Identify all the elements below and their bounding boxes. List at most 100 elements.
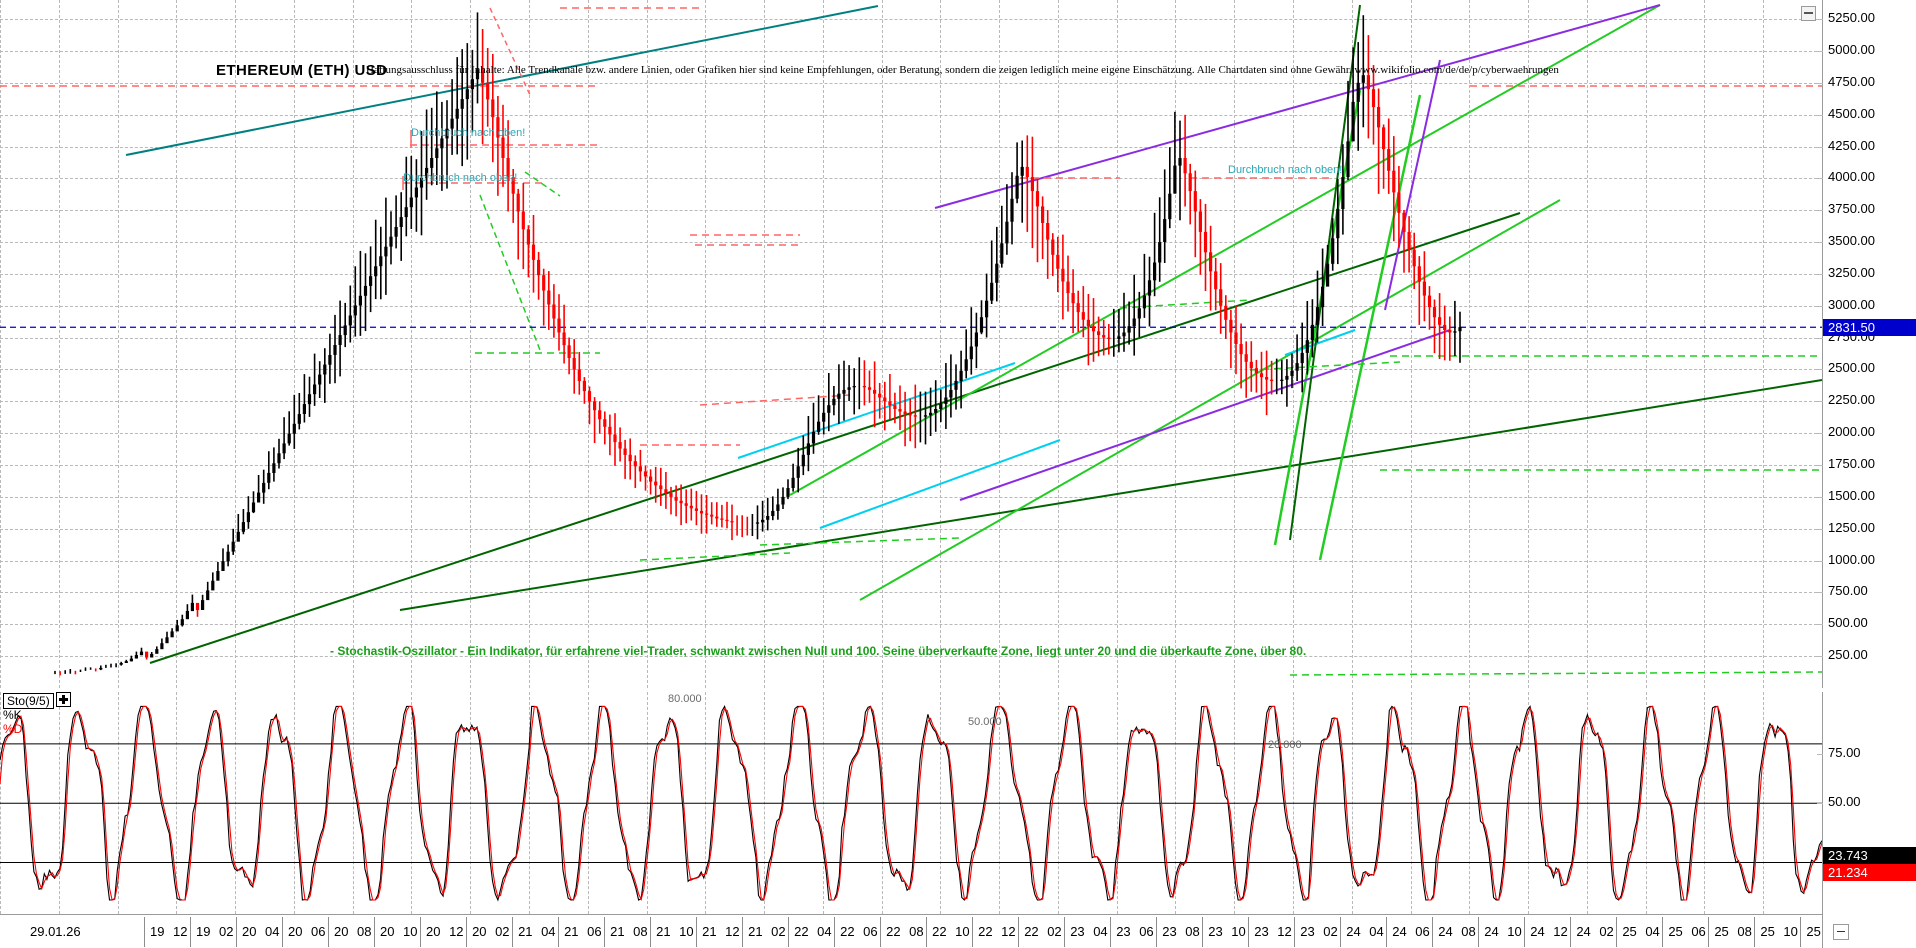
candle-body <box>486 82 490 100</box>
candle-body <box>1427 295 1432 308</box>
candle-body <box>1392 170 1396 193</box>
candle-body <box>964 359 968 371</box>
candle-body <box>699 510 704 514</box>
time-axis-label: 24 <box>1484 924 1499 939</box>
candle-body <box>1147 280 1152 296</box>
stochastic-axis-tick <box>1817 753 1823 755</box>
candle-body <box>547 290 551 305</box>
candle-body <box>628 454 632 462</box>
candle-body <box>1249 361 1253 369</box>
indicator-legend[interactable]: Sto(9/5) <box>3 692 71 710</box>
price-chart-pane[interactable]: ETHEREUM (ETH) USD Haftungsausschluss fü… <box>0 0 1823 688</box>
price-axis-tick <box>1817 114 1823 116</box>
time-axis-label: 21 <box>656 924 671 939</box>
candle-body <box>470 79 474 90</box>
candle-body <box>1015 175 1019 199</box>
support-green-8 <box>1289 671 1823 676</box>
candle-body <box>1076 303 1080 313</box>
collapse-pane-icon[interactable] <box>1801 6 1816 21</box>
series-d-label: %D <box>3 722 23 736</box>
candle-body <box>1234 332 1238 344</box>
candle-body <box>974 332 978 347</box>
candle-body <box>603 419 607 427</box>
candle-body <box>811 431 816 444</box>
time-axis-label: 23 <box>1116 924 1131 939</box>
expand-plus-icon[interactable] <box>55 692 71 707</box>
candle-body <box>1025 166 1029 178</box>
disclaimer-text: Haftungsausschluss für Inhalte: Alle Tre… <box>366 64 1559 76</box>
candle-body <box>1081 312 1085 320</box>
candle-body <box>755 522 760 524</box>
time-axis-label: 06 <box>311 924 326 939</box>
candle-body <box>939 403 943 409</box>
price-axis-label: 1500.00 <box>1828 487 1875 503</box>
indicator-name[interactable]: Sto(9/5) <box>3 693 54 709</box>
price-axis-tick <box>1817 146 1823 148</box>
time-axis-separator <box>1616 917 1618 947</box>
candle-body <box>318 374 322 385</box>
time-axis-label: 02 <box>771 924 786 939</box>
price-axis-label: 5250.00 <box>1828 10 1875 26</box>
candle-body <box>649 476 653 482</box>
candle-body <box>1030 177 1034 192</box>
level-label-20: 20.000 <box>1268 739 1302 751</box>
stochastic-pane[interactable]: 80.000 50.000 20.000 <box>0 692 1823 914</box>
candle-body <box>643 471 648 477</box>
stochastic-description: - Stochastik-Oszillator - Ein Indikator,… <box>330 644 1307 658</box>
candle-body <box>124 661 128 663</box>
candle-body <box>985 300 989 318</box>
candle-body <box>862 386 866 388</box>
time-axis-label: 21 <box>610 924 625 939</box>
time-axis-label: 08 <box>1737 924 1752 939</box>
candle-body <box>929 412 933 416</box>
candle-body <box>771 510 775 516</box>
price-axis-tick <box>1817 656 1823 658</box>
candle-body <box>1066 281 1070 294</box>
candle-body <box>1417 266 1421 282</box>
time-axis-label: 06 <box>587 924 602 939</box>
candle-body <box>272 463 276 473</box>
candle-body <box>1280 379 1284 381</box>
time-axis-label: 04 <box>1093 924 1108 939</box>
axis-corner[interactable] <box>1822 914 1916 948</box>
candle-body <box>1224 305 1228 320</box>
candle-body <box>1071 293 1075 304</box>
time-axis-separator <box>1524 917 1526 947</box>
candle-body <box>705 513 709 515</box>
price-axis[interactable]: 5250.00 5000.00 4750.00 4500.00 4250.00 4000.… <box>1817 0 1916 688</box>
price-axis-label: 3500.00 <box>1828 233 1875 249</box>
candle-body <box>150 653 154 658</box>
current-price-badge: 2831.50 <box>1823 319 1916 337</box>
time-axis-separator <box>1340 917 1342 947</box>
price-axis-label: 2250.00 <box>1828 392 1875 408</box>
candle-body <box>903 411 907 414</box>
stochastic-axis[interactable]: 75.00 50.00 23.743 21.234 <box>1817 692 1916 914</box>
minus-icon[interactable] <box>1833 924 1849 940</box>
candle-body <box>190 602 194 612</box>
candle-body <box>1091 326 1096 332</box>
candle-body <box>201 600 205 610</box>
time-axis-label: 10 <box>679 924 694 939</box>
candle-body <box>287 433 291 444</box>
time-axis-separator <box>190 917 191 947</box>
time-axis-label: 22 <box>1024 924 1039 939</box>
time-axis-label: 24 <box>1346 924 1361 939</box>
red-steep-dashed <box>489 7 531 96</box>
candle-body <box>878 393 882 398</box>
candle-body <box>694 508 698 511</box>
time-axis-label: 25 <box>1622 924 1637 939</box>
time-axis-label: 24 <box>1530 924 1545 939</box>
candle-body <box>1051 239 1055 255</box>
time-axis-label: 22 <box>840 924 855 939</box>
candle-body <box>501 137 505 158</box>
candle-body <box>277 453 281 464</box>
time-axis[interactable]: 29.01.26 19 12 19 02 20 04 20 06 20 08 20 10 20 12 20 02… <box>0 914 1916 948</box>
candle-body <box>582 380 586 392</box>
candle-body <box>837 393 841 399</box>
candle-body <box>1290 370 1294 376</box>
candle-body <box>1188 173 1192 192</box>
candle-body <box>1458 327 1462 332</box>
series-k-label: %K <box>3 708 22 722</box>
price-axis-tick <box>1817 210 1823 212</box>
price-axis-tick <box>1817 273 1823 275</box>
